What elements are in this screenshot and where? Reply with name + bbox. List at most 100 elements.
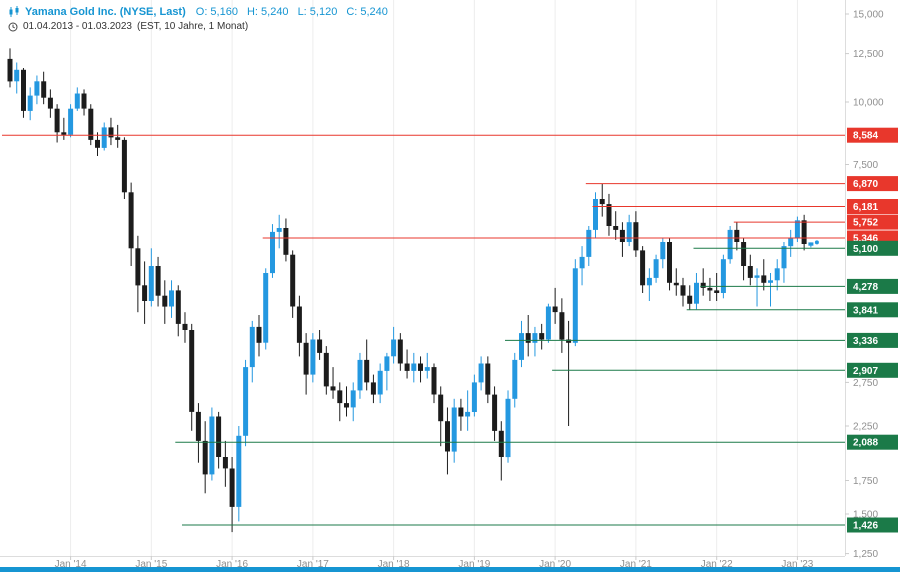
price-level-badge[interactable]: 3,336 bbox=[847, 332, 898, 348]
candle bbox=[34, 75, 40, 105]
candle bbox=[687, 285, 693, 310]
price-level-badge[interactable]: 6,181 bbox=[847, 199, 898, 214]
candle bbox=[525, 315, 531, 357]
candle bbox=[519, 320, 524, 368]
price-level-badge[interactable]: 5,100 bbox=[847, 240, 898, 256]
candle bbox=[209, 407, 215, 481]
price-level-badge[interactable]: 2,088 bbox=[847, 434, 898, 450]
candle bbox=[552, 287, 558, 324]
instrument-title[interactable]: Yamana Gold Inc. (NYSE, Last) bbox=[25, 6, 186, 18]
candle bbox=[182, 312, 188, 343]
candle bbox=[545, 303, 551, 343]
svg-text:2,088: 2,088 bbox=[853, 438, 878, 449]
candle bbox=[404, 349, 410, 379]
candle bbox=[532, 326, 538, 357]
instrument-row: Yamana Gold Inc. (NYSE, Last) O: 5,160 H… bbox=[8, 6, 397, 18]
candle bbox=[633, 211, 639, 257]
candle bbox=[243, 359, 249, 447]
candle bbox=[754, 268, 760, 307]
x-tick-label: Jan '20 bbox=[539, 559, 571, 570]
candle bbox=[411, 352, 417, 383]
price-level-badge[interactable]: 1,426 bbox=[847, 517, 898, 533]
x-tick-label: Jan '22 bbox=[701, 559, 733, 570]
candle bbox=[700, 268, 706, 296]
x-tick-label: Jan '19 bbox=[458, 559, 490, 570]
candle bbox=[27, 87, 33, 121]
candle bbox=[727, 226, 733, 264]
candle bbox=[337, 382, 343, 422]
candle bbox=[303, 333, 309, 395]
candle bbox=[747, 254, 753, 286]
candle bbox=[249, 320, 255, 383]
time-axis[interactable]: Jan '14 Jan '15 Jan '16 Jan '17 Jan '18 Jan '… bbox=[0, 556, 845, 570]
svg-text:3,841: 3,841 bbox=[853, 305, 878, 316]
svg-text:2,907: 2,907 bbox=[853, 366, 878, 377]
candle bbox=[660, 237, 666, 269]
candle bbox=[694, 273, 699, 310]
candle bbox=[162, 280, 168, 324]
candle bbox=[539, 323, 545, 350]
price-axis[interactable]: 15,000 12,500 10,000 7,500 2,750 2,250 1,750 1,… bbox=[845, 0, 898, 560]
price-levels bbox=[2, 134, 846, 526]
price-level-badge[interactable]: 8,584 bbox=[847, 127, 898, 143]
svg-text:5,346: 5,346 bbox=[853, 234, 878, 245]
ohlc-low: L: 5,120 bbox=[297, 6, 338, 18]
candle bbox=[720, 254, 726, 299]
candle bbox=[707, 277, 713, 301]
candle bbox=[445, 407, 450, 475]
candle bbox=[673, 268, 679, 296]
candles bbox=[7, 48, 814, 533]
svg-text:3,336: 3,336 bbox=[853, 336, 878, 347]
price-level-badge[interactable]: 2,907 bbox=[847, 362, 898, 378]
candle bbox=[276, 214, 282, 249]
candle bbox=[61, 117, 67, 140]
candle bbox=[263, 268, 269, 350]
candle bbox=[391, 326, 397, 364]
candle bbox=[364, 339, 370, 391]
candle bbox=[135, 235, 141, 313]
candle bbox=[653, 254, 659, 283]
price-level-badge[interactable]: 6,870 bbox=[847, 176, 898, 192]
svg-text:5,752: 5,752 bbox=[853, 218, 878, 229]
candle bbox=[680, 277, 686, 307]
candle bbox=[189, 323, 195, 431]
timeframe-row: 01.04.2013 - 01.03.2023 (EST, 10 Jahre, … bbox=[8, 21, 397, 32]
candle bbox=[121, 137, 127, 199]
candle bbox=[613, 211, 619, 240]
y-tick-label: 1,750 bbox=[853, 476, 878, 487]
svg-text:1,426: 1,426 bbox=[853, 521, 878, 532]
candle bbox=[21, 68, 26, 118]
price-level-badge[interactable]: 4,278 bbox=[847, 278, 898, 294]
candle bbox=[572, 259, 578, 347]
candle bbox=[579, 246, 585, 286]
date-range: 01.04.2013 - 01.03.2023 bbox=[23, 21, 132, 32]
candle bbox=[586, 226, 592, 266]
chart-header: Yamana Gold Inc. (NYSE, Last) O: 5,160 H… bbox=[8, 6, 397, 32]
candle bbox=[256, 315, 262, 357]
candle bbox=[74, 87, 80, 111]
candle bbox=[88, 104, 94, 146]
candle bbox=[350, 382, 356, 422]
price-level-badge[interactable]: 5,752 bbox=[847, 214, 898, 230]
candlestick-logo-icon bbox=[8, 6, 20, 18]
candle bbox=[626, 214, 632, 247]
candle bbox=[175, 285, 181, 337]
y-tick-label: 7,500 bbox=[853, 160, 878, 171]
candle bbox=[788, 229, 794, 257]
price-level-badge[interactable]: 3,841 bbox=[847, 302, 898, 318]
candle bbox=[714, 273, 720, 301]
candle bbox=[330, 367, 336, 399]
candle bbox=[734, 222, 740, 251]
last-price-marker bbox=[814, 240, 819, 245]
candle bbox=[128, 182, 134, 266]
candle bbox=[646, 268, 652, 301]
candle bbox=[384, 352, 390, 391]
candle bbox=[471, 374, 477, 417]
candle bbox=[229, 457, 235, 533]
candle bbox=[761, 259, 767, 291]
candle bbox=[640, 246, 646, 293]
candle bbox=[566, 320, 572, 426]
x-tick-label: Jan '23 bbox=[781, 559, 813, 570]
candle bbox=[498, 421, 504, 481]
